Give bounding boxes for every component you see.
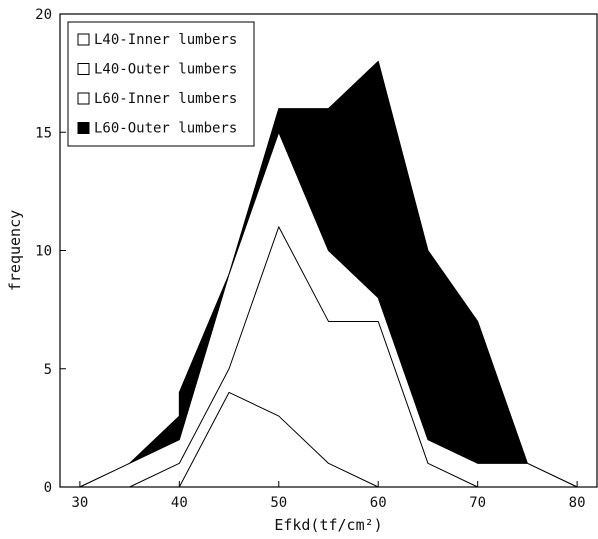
legend-label: L60-Outer lumbers xyxy=(94,121,237,137)
x-tick-label: 60 xyxy=(370,495,387,511)
y-tick-label: 15 xyxy=(35,125,52,141)
y-tick-label: 0 xyxy=(44,480,52,496)
x-axis: 30 40 50 60 70 80 xyxy=(71,481,586,511)
x-tick-label: 40 xyxy=(171,495,188,511)
legend-swatch xyxy=(77,63,90,75)
x-tick-label: 30 xyxy=(71,495,88,511)
legend-box xyxy=(67,21,255,147)
x-tick-label: 50 xyxy=(270,495,287,511)
area-layer xyxy=(79,60,578,488)
y-tick-label: 20 xyxy=(35,7,52,23)
legend-swatch xyxy=(77,122,90,134)
y-axis: 0 5 10 15 20 xyxy=(35,7,66,496)
legend-label: L40-Inner lumbers xyxy=(94,32,237,48)
y-axis-title: frequency xyxy=(6,210,24,291)
area-series-3 xyxy=(79,131,578,488)
legend-swatch xyxy=(77,33,90,46)
y-tick-label: 5 xyxy=(44,362,52,378)
legend: L40-Inner lumbers L40-Outer lumbers L60-In… xyxy=(67,21,255,147)
area-series-2 xyxy=(79,226,479,488)
legend-label: L60-Inner lumbers xyxy=(94,91,237,107)
legend-swatch xyxy=(77,92,90,105)
x-axis-title: Efkd(tf/cm²) xyxy=(274,516,382,534)
x-tick-label: 70 xyxy=(469,495,486,511)
y-tick-label: 10 xyxy=(35,244,52,260)
legend-label: L40-Outer lumbers xyxy=(94,62,237,78)
x-tick-label: 80 xyxy=(569,495,586,511)
